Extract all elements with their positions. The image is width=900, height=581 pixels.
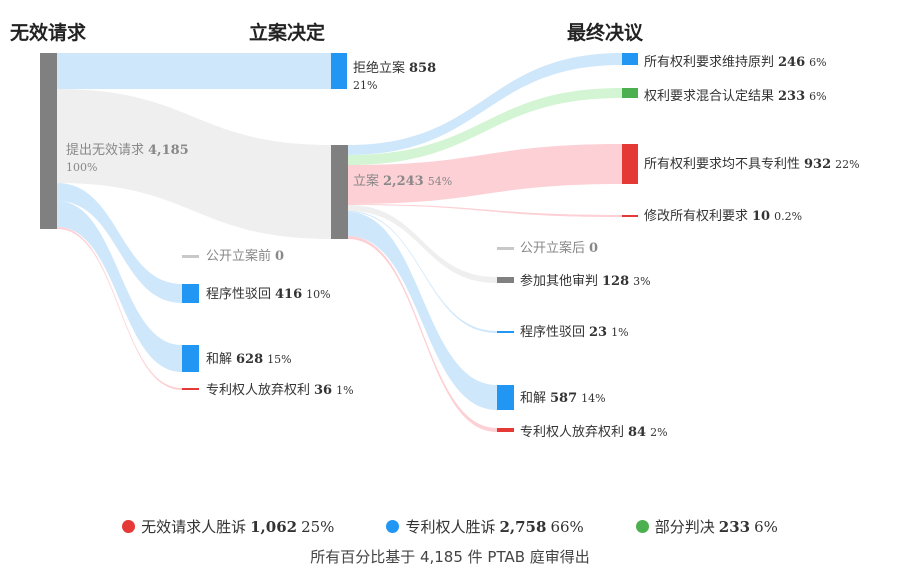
node-pre_procedural <box>182 284 199 303</box>
flow-instituted-to-post_abandon <box>348 236 497 432</box>
label-pre_settled: 和解 628 15% <box>206 352 292 367</box>
legend-pct: 25% <box>301 517 335 536</box>
node-petition <box>40 53 57 229</box>
legend-dot-blue <box>386 520 400 533</box>
flow-petition-to-pre_settled <box>57 201 182 372</box>
node-denied <box>331 53 347 89</box>
column-header-final: 最终决议 <box>567 22 644 44</box>
label-joined: 参加其他审判 128 3% <box>520 273 651 289</box>
label-petition: 提出无效请求 4,185 100% <box>66 142 189 174</box>
legend-dot-red <box>122 520 136 533</box>
node-all_unpatentable <box>622 144 638 184</box>
node-instituted <box>331 145 348 239</box>
node-amended <box>622 215 638 217</box>
sankey-labels: 提出无效请求 4,185 100% 拒绝立案 858 21% 立案 2,243 54% 公开立案前… <box>66 54 860 440</box>
node-post_procedural <box>497 331 514 333</box>
label-amended: 修改所有权利要求 10 0.2% <box>644 208 802 224</box>
node-pre_pending <box>182 255 199 258</box>
node-all_upheld <box>622 53 638 65</box>
flow-petition-to-pre_abandon <box>57 227 182 390</box>
flow-petition-to-instituted <box>57 89 331 239</box>
legend-value: 2,758 <box>499 517 547 536</box>
legend-label: 专利权人胜诉 <box>405 518 496 536</box>
legend-pct: 6% <box>754 517 778 536</box>
legend-dot-green <box>635 520 649 533</box>
label-pre_abandon: 专利权人放弃权利 36 1% <box>206 382 354 398</box>
legend-item-patent-owner-win: 专利权人胜诉 2,758 66% <box>386 516 584 537</box>
footnote: 所有百分比基于 4,185 件 PTAB 庭审得出 <box>310 548 590 566</box>
sankey-nodes <box>40 53 638 432</box>
legend-value: 1,062 <box>250 517 298 536</box>
legend: 无效请求人胜诉 1,062 25% 专利权人胜诉 2,758 66% 部分判决 … <box>0 516 900 537</box>
node-post_settled <box>497 385 514 410</box>
flow-petition-to-denied <box>57 53 331 89</box>
legend-pct: 66% <box>550 517 584 536</box>
legend-item-petitioner-win: 无效请求人胜诉 1,062 25% <box>122 516 334 537</box>
label-all_upheld: 所有权利要求维持原判 246 6% <box>644 54 827 70</box>
node-mixed <box>622 88 638 98</box>
legend-label: 无效请求人胜诉 <box>141 518 247 536</box>
node-pre_settled <box>182 345 199 372</box>
legend-item-mixed: 部分判决 233 6% <box>635 516 778 537</box>
flow-instituted-to-post_settled <box>348 212 497 410</box>
flow-instituted-to-joined <box>348 205 497 283</box>
node-pre_abandon <box>182 388 199 390</box>
label-pre_procedural: 程序性驳回 416 10% <box>206 287 331 302</box>
label-all_unpatentable: 所有权利要求均不具专利性 932 22% <box>644 156 860 172</box>
label-post_abandon: 专利权人放弃权利 84 2% <box>520 424 668 440</box>
legend-label: 部分判决 <box>654 518 715 536</box>
node-post_pending <box>497 247 514 250</box>
flow-instituted-to-all_upheld <box>348 53 622 155</box>
label-post_procedural: 程序性驳回 23 1% <box>520 325 629 340</box>
legend-value: 233 <box>718 517 751 536</box>
column-header-petition: 无效请求 <box>10 22 87 44</box>
flow-instituted-to-post_procedural <box>348 211 497 333</box>
flow-instituted-to-all_unpatentable <box>348 144 622 204</box>
label-denied: 拒绝立案 858 21% <box>353 60 436 92</box>
sankey-flows <box>57 53 622 432</box>
node-joined <box>497 277 514 283</box>
flow-instituted-to-mixed <box>348 88 622 165</box>
label-instituted: 立案 2,243 54% <box>353 174 452 189</box>
label-post_pending: 公开立案后 0 <box>520 241 598 256</box>
column-header-institution: 立案决定 <box>249 22 326 44</box>
label-mixed: 权利要求混合认定结果 233 6% <box>644 88 827 104</box>
flow-petition-to-pre_procedural <box>57 183 182 303</box>
node-post_abandon <box>497 428 514 432</box>
label-pre_pending: 公开立案前 0 <box>206 248 284 264</box>
label-post_settled: 和解 587 14% <box>520 391 606 406</box>
flow-instituted-to-amended <box>348 204 622 217</box>
